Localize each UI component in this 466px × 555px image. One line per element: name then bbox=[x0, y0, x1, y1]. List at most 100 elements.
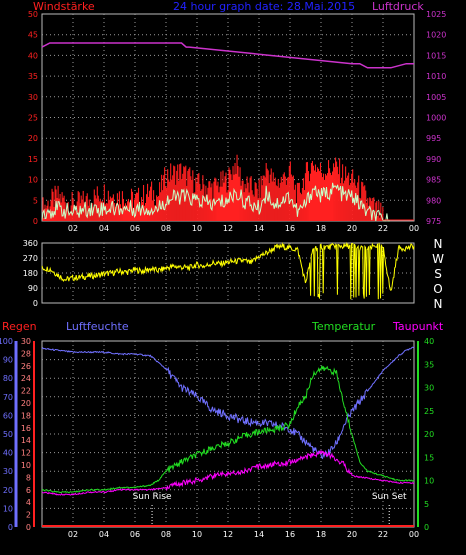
y-tick-label-right: 1000 bbox=[426, 114, 446, 123]
y-tick-label-right: 30 bbox=[424, 384, 434, 393]
y-tick-label-left: 10 bbox=[28, 176, 38, 185]
x-tick-label: 04 bbox=[99, 224, 109, 233]
x-tick-label: 10 bbox=[192, 530, 202, 539]
y-tick-label-right: 0 bbox=[424, 523, 429, 532]
x-tick-label: 08 bbox=[161, 224, 171, 233]
luftfeuchte-label: Luftfeuchte bbox=[66, 320, 129, 333]
wind-pressure-panel: 0510152025303540455097598098599099510001… bbox=[28, 10, 447, 233]
y-tick-label-left: 30 bbox=[28, 93, 38, 102]
y-tick-label-outer: 20 bbox=[3, 486, 13, 495]
dewpoint-line bbox=[41, 449, 415, 496]
y-tick-label-inner: 0 bbox=[26, 523, 31, 532]
y-tick-label-outer: 50 bbox=[3, 430, 13, 439]
y-tick-label-left: 0 bbox=[33, 299, 38, 308]
humidity-temperature-panel: 0102030405060708090100024681012141618202… bbox=[0, 337, 434, 539]
compass-label: N bbox=[434, 237, 443, 251]
x-tick-label: 12 bbox=[223, 224, 233, 233]
y-tick-label-outer: 30 bbox=[3, 467, 13, 476]
x-tick-label: 10 bbox=[192, 224, 202, 233]
y-tick-label-outer: 10 bbox=[3, 504, 13, 513]
y-tick-label-right: 1005 bbox=[426, 93, 446, 102]
compass-label: O bbox=[433, 282, 442, 296]
y-tick-label-right: 1010 bbox=[426, 72, 446, 81]
y-tick-label-right: 995 bbox=[426, 134, 441, 143]
y-tick-label-right: 5 bbox=[424, 500, 429, 509]
y-tick-label-outer: 70 bbox=[3, 393, 13, 402]
y-tick-label-left: 25 bbox=[28, 114, 38, 123]
y-tick-label-right: 40 bbox=[424, 337, 434, 346]
y-tick-label-right: 1015 bbox=[426, 51, 446, 60]
x-tick-label: 22 bbox=[378, 224, 388, 233]
x-tick-label: 04 bbox=[99, 530, 109, 539]
compass-label: N bbox=[434, 297, 443, 311]
x-tick-label: 20 bbox=[347, 224, 357, 233]
y-tick-label-right: 1020 bbox=[426, 31, 446, 40]
compass-label: W bbox=[432, 252, 444, 266]
y-tick-label-right: 1025 bbox=[426, 10, 446, 19]
y-tick-label-inner: 12 bbox=[21, 449, 31, 458]
y-tick-label-left: 360 bbox=[23, 239, 38, 248]
temperatur-label: Temperatur bbox=[312, 320, 376, 333]
y-tick-label-inner: 2 bbox=[26, 511, 31, 520]
regen-label: Regen bbox=[2, 320, 37, 333]
y-tick-label-right: 20 bbox=[424, 430, 434, 439]
chart-title: 24 hour graph date: 28.Mai.2015 bbox=[173, 0, 356, 13]
y-tick-label-right: 980 bbox=[426, 196, 441, 205]
y-tick-label-left: 0 bbox=[33, 217, 38, 226]
x-tick-label: 06 bbox=[130, 530, 140, 539]
windstaerke-label: Windstärke bbox=[33, 0, 95, 13]
y-tick-label-inner: 6 bbox=[26, 486, 31, 495]
pressure-line bbox=[41, 42, 414, 69]
y-tick-label-inner: 14 bbox=[21, 436, 31, 445]
y-tick-label-left: 40 bbox=[28, 51, 38, 60]
y-tick-label-inner: 24 bbox=[21, 374, 31, 383]
y-tick-label-inner: 26 bbox=[21, 362, 31, 371]
y-tick-label-left: 15 bbox=[28, 155, 38, 164]
y-tick-label-inner: 4 bbox=[26, 498, 31, 507]
x-tick-label: 08 bbox=[161, 530, 171, 539]
y-tick-label-inner: 18 bbox=[21, 411, 31, 420]
y-tick-label-right: 985 bbox=[426, 176, 441, 185]
y-tick-label-right: 35 bbox=[424, 360, 434, 369]
temperature-line bbox=[41, 365, 415, 494]
y-tick-label-outer: 0 bbox=[8, 523, 13, 532]
y-tick-label-right: 10 bbox=[424, 477, 434, 486]
y-tick-label-outer: 40 bbox=[3, 449, 13, 458]
y-tick-label-inner: 22 bbox=[21, 387, 31, 396]
y-tick-label-inner: 8 bbox=[26, 473, 31, 482]
humidity-line bbox=[41, 346, 415, 460]
y-tick-label-left: 45 bbox=[28, 31, 38, 40]
sun-rise-label: Sun Rise bbox=[133, 492, 172, 502]
x-tick-label: 02 bbox=[68, 530, 78, 539]
taupunkt-label: Taupunkt bbox=[393, 320, 444, 333]
x-tick-label: 16 bbox=[285, 530, 295, 539]
x-tick-label: 14 bbox=[254, 530, 264, 539]
x-tick-label: 14 bbox=[254, 224, 264, 233]
y-tick-label-inner: 20 bbox=[21, 399, 31, 408]
y-tick-label-right: 15 bbox=[424, 453, 434, 462]
x-tick-label: 20 bbox=[347, 530, 357, 539]
y-tick-label-right: 990 bbox=[426, 155, 441, 164]
y-tick-label-outer: 100 bbox=[0, 337, 13, 346]
y-tick-label-inner: 10 bbox=[21, 461, 31, 470]
x-tick-label: 18 bbox=[316, 530, 326, 539]
y-tick-label-inner: 30 bbox=[21, 337, 31, 346]
x-tick-label: 18 bbox=[316, 224, 326, 233]
y-tick-label-left: 5 bbox=[33, 196, 38, 205]
x-tick-label: 16 bbox=[285, 224, 295, 233]
y-tick-label-inner: 16 bbox=[21, 424, 31, 433]
y-tick-label-left: 270 bbox=[23, 254, 38, 263]
y-tick-label-left: 180 bbox=[23, 269, 38, 278]
y-tick-label-right: 975 bbox=[426, 217, 441, 226]
wind-average-line bbox=[41, 182, 390, 222]
y-tick-label-outer: 90 bbox=[3, 356, 13, 365]
x-tick-label: 22 bbox=[378, 530, 388, 539]
luftdruck-label: Luftdruck bbox=[372, 0, 424, 13]
y-tick-label-left: 50 bbox=[28, 10, 38, 19]
y-tick-label-left: 35 bbox=[28, 72, 38, 81]
y-tick-label-outer: 60 bbox=[3, 411, 13, 420]
x-tick-label: 00 bbox=[409, 530, 419, 539]
y-tick-label-inner: 28 bbox=[21, 349, 31, 358]
